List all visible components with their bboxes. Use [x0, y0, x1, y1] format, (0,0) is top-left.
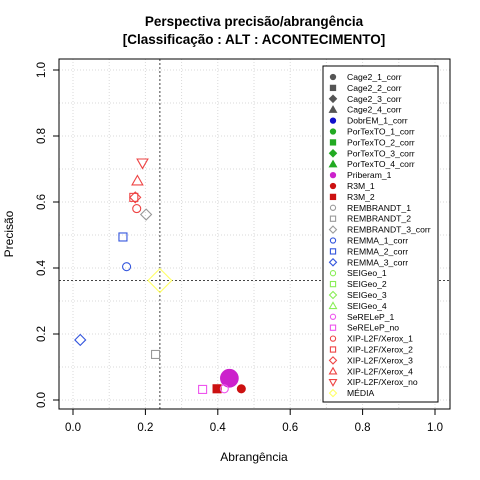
x-tick-label-3: 0.6	[282, 422, 298, 434]
data-point-14-0	[139, 208, 153, 221]
legend-label-27: XIP-L2F/Xerox_4	[347, 366, 413, 376]
legend-symbol-9	[329, 171, 337, 179]
plot-frame	[58, 58, 451, 410]
legend-symbol-26	[328, 356, 338, 365]
data-point-13-0	[150, 349, 161, 360]
y-tick-label-3: 0.6	[36, 194, 48, 210]
legend-symbol-27	[328, 366, 338, 375]
legend-symbol-1	[329, 84, 337, 92]
chart-title: Perspectiva precisão/abrangência	[145, 14, 364, 29]
x-tick-label-4: 0.8	[355, 422, 371, 434]
legend-label-24: XIP-L2F/Xerox_1	[347, 334, 413, 344]
legend-symbol-24	[329, 335, 337, 342]
legend-label-17: REMMA_3_corr	[347, 257, 408, 267]
legend-label-9: Priberam_1	[347, 170, 392, 180]
data-point-10-0	[236, 384, 246, 394]
x-axis-label: Abrangência	[220, 450, 288, 464]
legend-symbol-2	[328, 94, 338, 104]
legend-label-20: SEIGeo_3	[347, 290, 387, 300]
x-tick-label-5: 1.0	[427, 422, 443, 434]
x-tick-label-0: 0.0	[65, 422, 81, 434]
y-tick-label-2: 0.4	[36, 259, 48, 276]
legend-symbol-29	[328, 388, 338, 398]
data-point-23-0	[198, 384, 208, 394]
chart-subtitle: [Classificação : ALT : ACONTECIMENTO]	[123, 32, 386, 47]
data-point-28-0	[136, 158, 149, 170]
data-point-17-0	[74, 333, 87, 347]
data-point-9-0	[220, 368, 239, 388]
legend: Cage2_1_corrCage2_2_corrCage2_3_corrCage…	[322, 65, 439, 403]
y-tick-label-0: 0.0	[36, 392, 48, 408]
legend-symbol-23	[329, 324, 337, 331]
legend-label-12: REMBRANDT_1	[347, 203, 411, 213]
y-axis-label: Precisão	[2, 210, 16, 257]
x-tick-label-1: 0.2	[137, 422, 153, 434]
legend-symbol-19	[329, 280, 337, 288]
legend-label-29: MÉDIA	[347, 388, 374, 398]
legend-label-21: SEIGeo_4	[347, 301, 387, 311]
legend-label-22: SeRELeP_1	[347, 312, 395, 322]
y-axis: 0.0 0.2 0.4 0.6 0.8 1.0	[36, 62, 59, 408]
data-points	[74, 158, 246, 394]
legend-symbol-6	[329, 139, 337, 146]
legend-symbol-8	[328, 159, 338, 168]
legend-symbol-25	[329, 346, 337, 353]
legend-symbol-22	[329, 313, 337, 320]
y-tick-label-4: 0.8	[36, 128, 48, 144]
legend-label-5: PorTexTO_1_corr	[347, 127, 415, 137]
legend-symbol-3	[328, 105, 338, 113]
legend-label-4: DobrEM_1_corr	[347, 116, 408, 126]
legend-symbol-20	[328, 290, 338, 300]
legend-symbol-5	[329, 128, 337, 135]
legend-label-15: REMMA_1_corr	[347, 236, 408, 246]
legend-symbol-18	[329, 270, 337, 277]
data-point-26-0	[129, 191, 142, 204]
data-point-11-0	[212, 384, 222, 394]
data-point-22-0	[219, 384, 229, 394]
legend-symbol-4	[329, 117, 337, 124]
legend-symbol-13	[329, 215, 337, 222]
legend-symbol-16	[329, 248, 337, 255]
legend-label-26: XIP-L2F/Xerox_3	[347, 355, 413, 365]
y-tick-label-5: 1.0	[36, 62, 48, 78]
legend-symbol-7	[328, 149, 338, 158]
legend-box	[322, 65, 439, 403]
legend-label-3: Cage2_4_corr	[347, 105, 402, 115]
legend-label-25: XIP-L2F/Xerox_2	[347, 345, 413, 355]
legend-symbol-11	[329, 193, 337, 201]
legend-label-10: R3M_1	[347, 181, 375, 191]
legend-label-7: PorTexTO_3_corr	[347, 148, 415, 158]
legend-label-1: Cage2_2_corr	[347, 83, 402, 93]
legend-label-28: XIP-L2F/Xerox_no	[347, 377, 418, 387]
data-point-24-0	[132, 204, 142, 214]
legend-label-2: Cage2_3_corr	[347, 94, 402, 104]
legend-label-19: SEIGeo_2	[347, 279, 387, 289]
legend-symbol-0	[329, 73, 337, 81]
legend-label-6: PorTexTO_2_corr	[347, 137, 415, 147]
data-point-15-0	[122, 262, 132, 272]
x-axis: 0.0 0.2 0.4 0.6 0.8 1.0	[65, 409, 443, 434]
legend-label-13: REMBRANDT_2	[347, 214, 411, 224]
legend-label-11: R3M_2	[347, 192, 375, 202]
legend-label-18: SEIGeo_1	[347, 268, 387, 278]
legend-symbol-10	[329, 182, 337, 190]
legend-symbol-14	[328, 225, 338, 234]
legend-symbol-28	[328, 379, 338, 387]
legend-symbol-17	[328, 258, 338, 267]
legend-symbol-21	[328, 301, 338, 310]
legend-symbol-15	[329, 237, 337, 244]
legend-label-23: SeRELeP_no	[347, 323, 399, 333]
x-tick-label-2: 0.4	[210, 422, 227, 434]
legend-label-8: PorTexTO_4_corr	[347, 159, 415, 169]
data-point-29-0	[147, 267, 173, 294]
legend-label-16: REMMA_2_corr	[347, 246, 408, 256]
legend-label-14: REMBRANDT_3_corr	[347, 225, 431, 235]
legend-label-0: Cage2_1_corr	[347, 72, 402, 82]
data-point-16-0	[118, 232, 128, 242]
legend-symbol-12	[329, 204, 337, 211]
y-tick-label-1: 0.2	[36, 326, 48, 342]
data-point-27-0	[131, 174, 144, 186]
